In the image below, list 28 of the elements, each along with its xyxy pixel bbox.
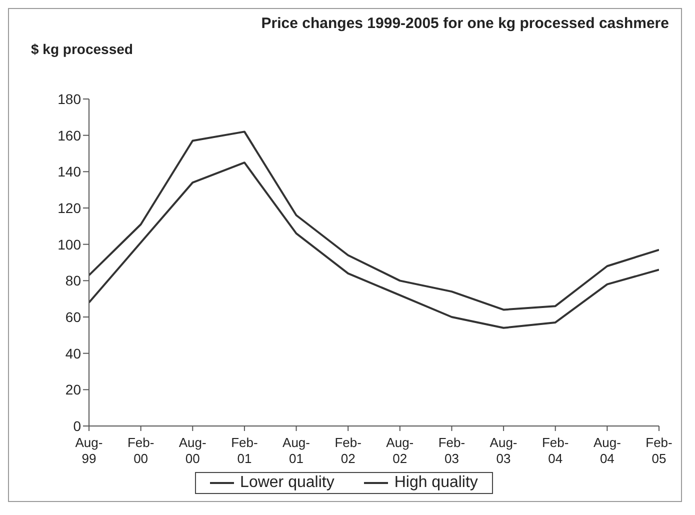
line-series: [89, 162, 659, 329]
line-series: [89, 130, 659, 311]
y-tick-label: 160: [58, 127, 82, 144]
x-tick-label: Feb-02: [334, 435, 362, 466]
y-tick-label: 40: [65, 345, 82, 362]
x-tick-label: Feb-03: [438, 435, 466, 466]
y-tick-label: 100: [58, 236, 82, 252]
y-tick-label: 0: [73, 418, 82, 434]
x-tick-label: Feb-00: [127, 435, 154, 466]
legend-label: Lower quality: [239, 474, 334, 492]
x-tick-label: Feb-05: [646, 435, 672, 466]
y-axis-title: $ kg processed: [31, 41, 133, 57]
y-tick-label: 20: [65, 382, 82, 398]
y-tick-label: 140: [58, 164, 82, 180]
legend-label: High quality: [393, 474, 478, 492]
x-tick-label: Feb-01: [231, 435, 258, 466]
x-tick-label: Aug-02: [386, 435, 414, 466]
x-tick-label: Aug-01: [282, 435, 310, 466]
y-tick-label: 120: [58, 200, 82, 216]
x-tick-label: Aug-00: [178, 435, 206, 466]
y-tick-label: 60: [65, 308, 82, 325]
y-tick-label: 80: [65, 272, 82, 289]
chart-title: Price changes 1999-2005 for one kg processed cashmere: [261, 15, 669, 32]
x-tick-label: Aug-03: [490, 435, 518, 466]
y-tick-label: 180: [58, 90, 82, 107]
x-tick-label: Feb-04: [542, 435, 569, 466]
x-tick-label: Aug-04: [593, 435, 621, 466]
x-tick-label: Aug-99: [75, 435, 103, 466]
